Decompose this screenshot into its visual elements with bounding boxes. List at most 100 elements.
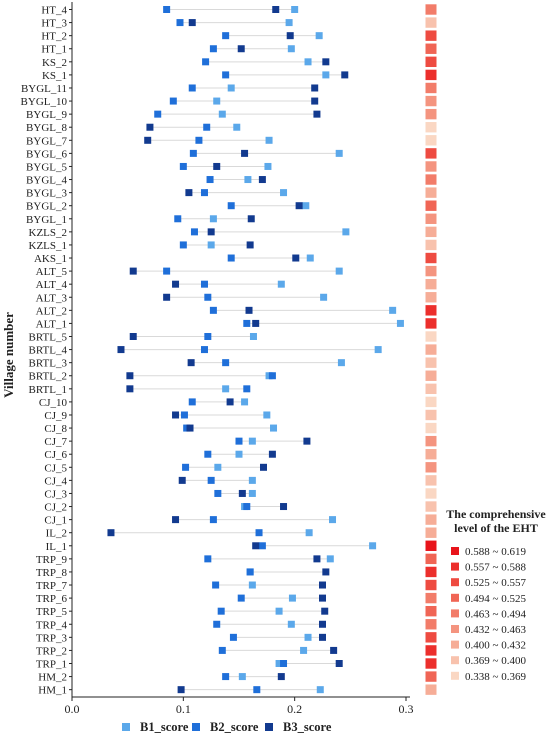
eht-level-cell: [425, 148, 437, 159]
point-b1-score: [207, 241, 215, 249]
point-b1-score: [209, 215, 217, 223]
village-label: TRP_4: [36, 619, 68, 631]
point-b2-score: [204, 450, 212, 458]
legend-label: B3_score: [283, 720, 332, 734]
eht-level-cell: [425, 331, 437, 342]
point-b1-score: [304, 58, 312, 66]
eht-level-cell: [425, 122, 437, 133]
eht-legend-swatch: [451, 547, 459, 555]
point-b3-score: [163, 293, 171, 301]
point-b1-score: [248, 581, 256, 589]
eht-level-cell: [425, 187, 437, 198]
eht-legend-range: 0.432 ~ 0.463: [465, 624, 526, 636]
point-b3-score: [321, 607, 329, 615]
eht-level-cell: [425, 527, 437, 538]
point-b2-score: [174, 215, 182, 223]
point-b2-score: [209, 45, 217, 53]
point-b2-score: [243, 319, 251, 327]
point-b2-score: [222, 359, 230, 367]
eht-level-cell: [425, 265, 437, 277]
eht-level-cell: [425, 344, 437, 355]
eht-legend-range: 0.525 ~ 0.557: [465, 577, 526, 589]
village-label: CJ_1: [44, 515, 67, 527]
point-b1-score: [320, 293, 328, 301]
point-b3-score: [319, 633, 326, 641]
point-b3-score: [186, 424, 194, 432]
point-b1-score: [244, 176, 252, 184]
village-label: KZLS_1: [29, 240, 68, 252]
eht-level-cell: [425, 488, 437, 499]
point-b1-score: [227, 84, 235, 92]
village-rows: HT_4HT_3HT_2HT_1KS_2KS_1BYGL_11BYGL_10BY…: [21, 5, 404, 697]
eht-legend-range: 0.463 ~ 0.494: [465, 608, 526, 620]
point-b1-score: [270, 424, 278, 432]
eht-level-cell: [425, 501, 437, 512]
point-b3-score: [322, 58, 330, 66]
eht-legend-swatch: [451, 593, 459, 602]
point-b2-score: [204, 555, 212, 563]
eht-level-cell: [425, 566, 437, 578]
point-b3-score: [341, 71, 349, 79]
point-b1-score: [287, 620, 295, 628]
eht-legend-range: 0.369 ~ 0.400: [465, 655, 526, 667]
point-b1-score: [285, 19, 293, 27]
point-b1-score: [374, 346, 382, 354]
eht-level-cell: [425, 56, 437, 68]
eht-legend-title: The comprehensive level of the EHT: [446, 507, 546, 535]
point-b3-score: [319, 581, 326, 589]
eht-level-cell: [425, 514, 437, 525]
point-b2-score: [268, 372, 276, 380]
eht-level-cell: [425, 462, 437, 473]
eht-level-cell: [425, 252, 437, 264]
point-b2-score: [154, 110, 162, 118]
village-label: CJ_7: [44, 436, 67, 448]
village-label: IL_1: [46, 541, 67, 553]
village-label: BYGL_4: [26, 175, 67, 187]
point-b1-score: [315, 32, 323, 40]
eht-level-cell: [425, 174, 437, 185]
point-b2-score: [188, 398, 196, 406]
eht-level-cell: [425, 671, 437, 682]
point-b1-score: [248, 476, 256, 484]
point-b3-score: [207, 228, 215, 236]
village-label: BYGL_6: [26, 148, 67, 160]
village-label: KZLS_2: [29, 227, 68, 239]
eht-level-cell: [425, 370, 437, 381]
point-b1-score: [304, 633, 312, 641]
point-b3-score: [313, 555, 321, 563]
point-b1-score: [335, 149, 343, 157]
village-label: BRTL_1: [29, 384, 67, 396]
axes: 0.0 0.1 0.2 0.3: [65, 2, 414, 716]
village-label: BYGL_7: [26, 135, 67, 147]
eht-legend-range: 0.338 ~ 0.369: [465, 671, 526, 683]
point-b1-score: [342, 228, 350, 236]
eht-level-cell: [425, 449, 437, 460]
point-b1-score: [305, 529, 313, 537]
village-label: HT_4: [41, 5, 67, 17]
village-label: ALT_4: [36, 279, 68, 291]
point-b2-score: [243, 385, 251, 393]
point-b1-score: [277, 280, 285, 288]
point-b2-score: [209, 516, 217, 524]
point-b2-score: [200, 346, 208, 354]
point-b3-score: [107, 529, 115, 537]
village-label: BYGL_8: [26, 122, 67, 134]
eht-legend-range: 0.588 ~ 0.619: [465, 546, 526, 558]
eht-level-cell: [425, 43, 437, 54]
point-b3-score: [177, 686, 185, 694]
eht-level-cell: [425, 645, 437, 656]
point-b3-score: [258, 176, 266, 184]
point-b2-score: [253, 686, 261, 694]
point-b2-score: [222, 71, 230, 79]
village-label: AKS_1: [34, 253, 67, 265]
point-b2-score: [202, 58, 210, 66]
eht-level-cell: [425, 69, 437, 81]
village-label: BRTL_5: [29, 332, 68, 344]
eht-level-cell: [425, 108, 437, 120]
point-b2-score: [176, 19, 184, 27]
village-label: TRP_6: [36, 593, 68, 605]
village-label: ALT_5: [36, 266, 68, 278]
village-label: BYGL_11: [21, 83, 67, 95]
point-b3-score: [117, 346, 125, 354]
eht-level-cell: [425, 4, 437, 15]
